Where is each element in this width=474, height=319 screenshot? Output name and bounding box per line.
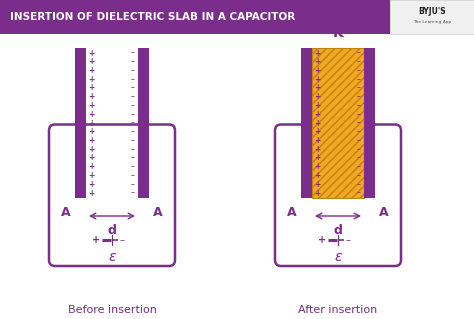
Text: –: – — [346, 235, 351, 245]
Text: +: + — [92, 235, 100, 245]
Text: –: – — [131, 57, 135, 66]
Text: +: + — [88, 92, 94, 101]
Text: After insertion: After insertion — [298, 305, 378, 315]
Text: +: + — [314, 136, 320, 145]
Text: –: – — [131, 48, 135, 57]
Text: A: A — [61, 206, 71, 219]
Text: ε: ε — [334, 250, 342, 264]
Text: –: – — [120, 235, 125, 245]
Text: The Learning App: The Learning App — [413, 20, 451, 24]
Text: +: + — [314, 145, 320, 154]
Text: +: + — [88, 101, 94, 110]
Text: +: + — [88, 180, 94, 189]
Text: –: – — [131, 101, 135, 110]
Bar — [364, 48, 375, 198]
Text: +: + — [88, 136, 94, 145]
Text: –: – — [131, 75, 135, 84]
Bar — [75, 48, 86, 198]
Text: –: – — [357, 127, 361, 136]
Text: +: + — [314, 48, 320, 57]
Text: –: – — [357, 162, 361, 171]
Text: –: – — [357, 145, 361, 154]
Bar — [390, 0, 474, 34]
Text: +: + — [314, 66, 320, 75]
Text: +: + — [314, 180, 320, 189]
Text: –: – — [357, 48, 361, 57]
Text: A: A — [287, 206, 297, 219]
Bar — [138, 48, 149, 198]
Text: –: – — [131, 118, 135, 128]
Text: –: – — [131, 180, 135, 189]
Text: +: + — [314, 162, 320, 171]
Text: –: – — [131, 153, 135, 162]
Text: +: + — [314, 118, 320, 128]
Text: +: + — [88, 171, 94, 180]
Text: +: + — [314, 171, 320, 180]
Text: +: + — [88, 84, 94, 93]
Text: +: + — [314, 110, 320, 119]
Text: INSERTION OF DIELECTRIC SLAB IN A CAPACITOR: INSERTION OF DIELECTRIC SLAB IN A CAPACI… — [10, 12, 295, 22]
Text: d: d — [108, 224, 117, 237]
Text: +: + — [314, 127, 320, 136]
Text: K: K — [333, 26, 343, 40]
Text: –: – — [131, 84, 135, 93]
Text: –: – — [131, 145, 135, 154]
Text: A: A — [379, 206, 389, 219]
Text: –: – — [357, 180, 361, 189]
Text: +: + — [88, 162, 94, 171]
Bar — [312, 48, 364, 198]
Text: –: – — [357, 66, 361, 75]
Text: –: – — [357, 118, 361, 128]
Text: +: + — [314, 57, 320, 66]
Text: –: – — [357, 84, 361, 93]
Text: –: – — [357, 136, 361, 145]
Text: –: – — [357, 110, 361, 119]
Text: A: A — [153, 206, 163, 219]
Text: +: + — [88, 153, 94, 162]
Text: BYJU'S: BYJU'S — [418, 8, 446, 17]
Text: +: + — [314, 75, 320, 84]
Text: +: + — [88, 189, 94, 197]
Text: +: + — [314, 84, 320, 93]
Text: +: + — [88, 66, 94, 75]
Text: +: + — [314, 189, 320, 197]
Text: –: – — [131, 92, 135, 101]
Text: +: + — [88, 145, 94, 154]
Text: +: + — [88, 57, 94, 66]
Text: d: d — [334, 224, 342, 237]
Text: –: – — [131, 171, 135, 180]
Text: ε: ε — [108, 250, 116, 264]
Text: +: + — [88, 75, 94, 84]
Text: –: – — [131, 162, 135, 171]
Text: +: + — [88, 110, 94, 119]
Text: +: + — [88, 118, 94, 128]
Text: –: – — [131, 127, 135, 136]
Text: –: – — [357, 189, 361, 197]
Text: –: – — [357, 75, 361, 84]
Bar — [301, 48, 312, 198]
Text: +: + — [314, 101, 320, 110]
Text: –: – — [131, 110, 135, 119]
Text: Before insertion: Before insertion — [68, 305, 156, 315]
Text: +: + — [314, 153, 320, 162]
Text: +: + — [318, 235, 326, 245]
Text: +: + — [314, 92, 320, 101]
Text: –: – — [131, 189, 135, 197]
Text: –: – — [357, 171, 361, 180]
Text: –: – — [357, 153, 361, 162]
Text: +: + — [88, 127, 94, 136]
Text: +: + — [88, 48, 94, 57]
Text: –: – — [357, 57, 361, 66]
Text: –: – — [357, 101, 361, 110]
Bar — [0, 0, 390, 34]
Text: –: – — [357, 92, 361, 101]
Text: –: – — [131, 136, 135, 145]
Text: –: – — [131, 66, 135, 75]
